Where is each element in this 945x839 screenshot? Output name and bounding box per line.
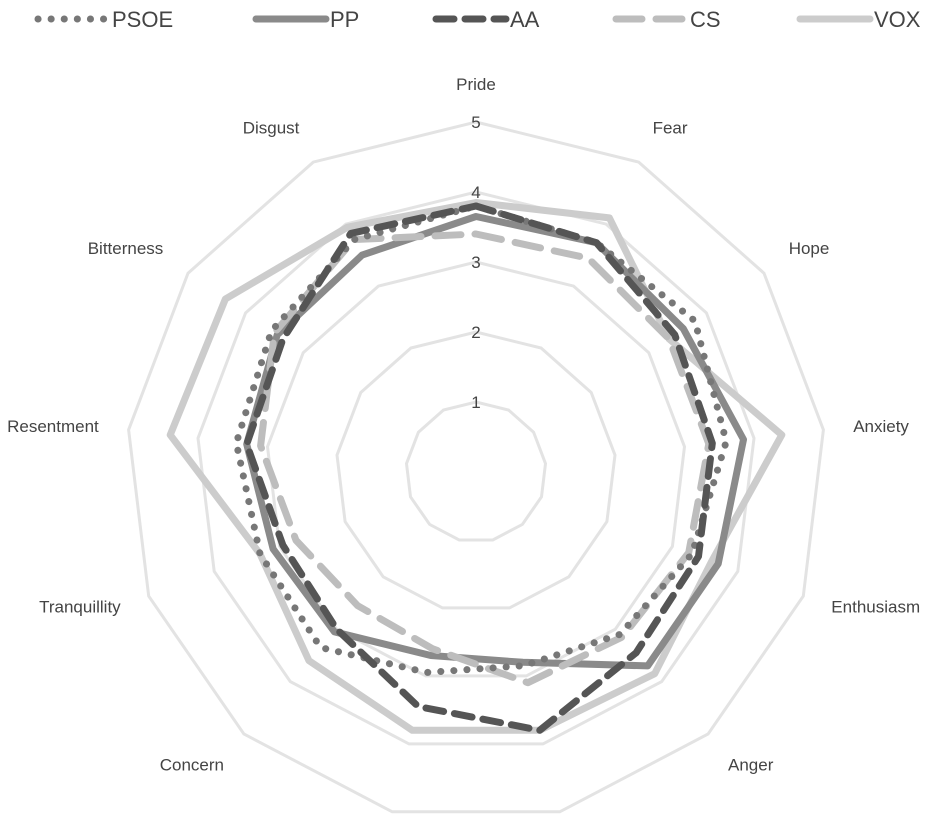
axis-label-disgust: Disgust <box>243 119 300 138</box>
legend-label-vox: VOX <box>874 7 921 32</box>
tick-label-3: 3 <box>471 253 480 272</box>
tick-label-5: 5 <box>471 113 480 132</box>
tick-label-1: 1 <box>471 393 480 412</box>
grid-ring-2 <box>335 330 617 610</box>
axis-label-pride: Pride <box>456 75 496 94</box>
radar-grid <box>127 120 825 814</box>
series-vox-line <box>166 199 786 734</box>
axis-label-hope: Hope <box>789 239 830 258</box>
series-lines <box>166 199 786 734</box>
axis-labels: PrideFearHopeAnxietyEnthusiasmAngerHatre… <box>7 75 920 774</box>
tick-label-4: 4 <box>471 183 480 202</box>
grid-ring-4 <box>196 190 756 746</box>
tick-label-2: 2 <box>471 323 480 342</box>
axis-label-bitterness: Bitterness <box>88 239 164 258</box>
axis-label-concern: Concern <box>160 755 224 774</box>
series-aa-line <box>243 202 716 734</box>
axis-label-anxiety: Anxiety <box>853 417 909 436</box>
series-psoe-line <box>232 202 730 676</box>
legend: PSOE PP AA CS VOX <box>34 7 921 32</box>
legend-label-pp: PP <box>330 7 359 32</box>
axis-label-resentment: Resentment <box>7 417 99 436</box>
radial-ticks: 1 2 3 4 5 <box>471 113 480 412</box>
axis-label-fear: Fear <box>653 119 688 138</box>
axis-label-enthusiasm: Enthusiasm <box>831 598 920 617</box>
axis-label-anger: Anger <box>728 755 774 774</box>
legend-label-aa: AA <box>510 7 540 32</box>
series-cs-line <box>257 230 713 687</box>
grid-ring-1 <box>404 400 548 542</box>
grid-ring-5 <box>127 120 825 814</box>
legend-label-cs: CS <box>690 7 721 32</box>
axis-label-tranquillity: Tranquillity <box>39 598 121 617</box>
grid-ring-3 <box>265 260 687 678</box>
legend-label-psoe: PSOE <box>112 7 173 32</box>
